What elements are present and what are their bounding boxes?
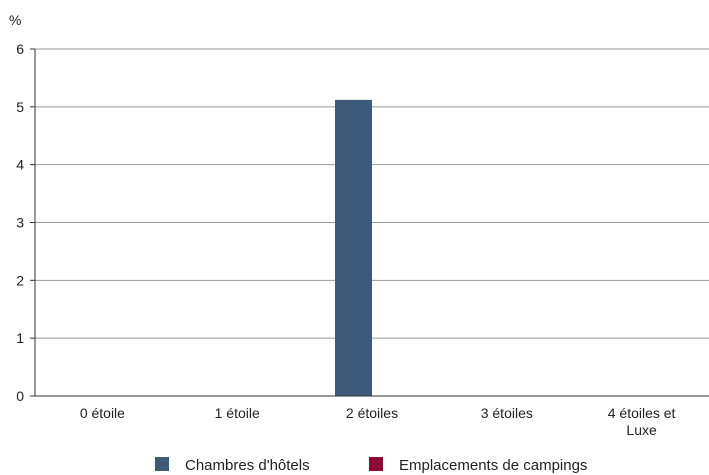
y-tick-label: 2 <box>16 272 24 288</box>
x-tick-label: 1 étoile <box>215 405 260 421</box>
y-tick-label: 5 <box>16 99 24 115</box>
bar-hotel-rooms-2 <box>335 99 372 396</box>
y-axis-label: % <box>9 12 21 28</box>
x-tick-label-line: 2 étoiles <box>346 405 398 421</box>
legend: Chambres d'hôtels Emplacements de camping… <box>155 457 587 474</box>
x-tick-label-line: 3 étoiles <box>481 405 533 421</box>
x-tick-label: 2 étoiles <box>346 405 398 421</box>
y-tick-label: 1 <box>16 330 24 346</box>
x-tick-label-line: 4 étoiles et <box>608 405 676 421</box>
legend-label: Emplacements de campings <box>399 457 587 474</box>
x-tick-label-line: 0 étoile <box>80 405 125 421</box>
bars <box>335 99 372 396</box>
x-tick-labels: 0 étoile 1 étoile 2 étoiles 3 étoiles 4 étoi… <box>80 405 676 438</box>
legend-swatch <box>369 457 383 471</box>
x-tick-label-line: Luxe <box>626 422 657 438</box>
x-tick-label: 4 étoiles et Luxe <box>608 405 676 438</box>
y-tick-label: 0 <box>16 388 24 404</box>
x-tick-label-line: 1 étoile <box>215 405 260 421</box>
legend-label: Chambres d'hôtels <box>185 457 310 474</box>
y-tick-labels: 0 1 2 3 4 5 6 <box>16 41 35 404</box>
y-tick-label: 6 <box>16 41 24 57</box>
legend-swatch <box>155 457 169 471</box>
y-tick-label: 4 <box>16 157 24 173</box>
x-tick-label: 3 étoiles <box>481 405 533 421</box>
y-tick-label: 3 <box>16 215 24 231</box>
axes <box>34 49 709 397</box>
x-tick-label: 0 étoile <box>80 405 125 421</box>
